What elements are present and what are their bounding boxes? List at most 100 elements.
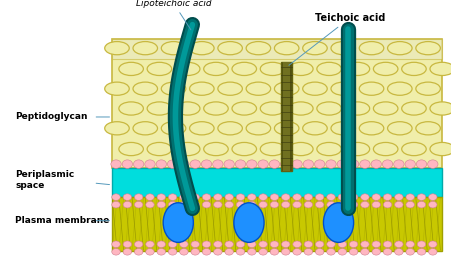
Ellipse shape — [260, 102, 284, 115]
Ellipse shape — [123, 249, 131, 255]
Ellipse shape — [213, 201, 222, 208]
Ellipse shape — [203, 142, 228, 156]
Ellipse shape — [258, 241, 267, 248]
Ellipse shape — [218, 82, 242, 95]
Ellipse shape — [291, 160, 301, 168]
Text: Lipoteichoic acid: Lipoteichoic acid — [136, 0, 211, 30]
Ellipse shape — [168, 241, 176, 248]
Ellipse shape — [156, 249, 165, 255]
Ellipse shape — [147, 62, 171, 76]
Ellipse shape — [191, 194, 199, 200]
Ellipse shape — [156, 241, 165, 248]
Ellipse shape — [133, 42, 157, 55]
Ellipse shape — [269, 249, 278, 255]
Ellipse shape — [394, 201, 402, 208]
Ellipse shape — [338, 249, 346, 255]
Ellipse shape — [387, 82, 411, 95]
Ellipse shape — [292, 201, 300, 208]
Ellipse shape — [257, 160, 268, 168]
Ellipse shape — [358, 42, 383, 55]
Ellipse shape — [105, 122, 129, 135]
Ellipse shape — [387, 122, 411, 135]
Ellipse shape — [161, 82, 185, 95]
Ellipse shape — [274, 42, 298, 55]
Ellipse shape — [315, 241, 323, 248]
Ellipse shape — [134, 249, 143, 255]
Ellipse shape — [269, 194, 278, 200]
Ellipse shape — [370, 160, 381, 168]
Text: Periplasmic
space: Periplasmic space — [15, 170, 74, 190]
Ellipse shape — [179, 201, 188, 208]
Ellipse shape — [168, 249, 176, 255]
Ellipse shape — [269, 201, 278, 208]
Ellipse shape — [156, 194, 165, 200]
Ellipse shape — [225, 201, 233, 208]
Ellipse shape — [315, 201, 323, 208]
Ellipse shape — [288, 62, 313, 76]
Ellipse shape — [269, 241, 278, 248]
Ellipse shape — [371, 249, 380, 255]
Ellipse shape — [236, 194, 244, 200]
Ellipse shape — [133, 122, 157, 135]
Ellipse shape — [236, 249, 244, 255]
Ellipse shape — [156, 160, 166, 168]
Ellipse shape — [373, 142, 397, 156]
Ellipse shape — [163, 203, 193, 242]
Ellipse shape — [382, 201, 391, 208]
Ellipse shape — [303, 249, 312, 255]
Ellipse shape — [213, 194, 222, 200]
Ellipse shape — [348, 160, 358, 168]
Ellipse shape — [147, 102, 171, 115]
Ellipse shape — [167, 160, 177, 168]
Ellipse shape — [112, 201, 120, 208]
Ellipse shape — [161, 122, 185, 135]
Ellipse shape — [258, 249, 267, 255]
Ellipse shape — [247, 249, 256, 255]
Ellipse shape — [191, 241, 199, 248]
Ellipse shape — [302, 160, 313, 168]
Ellipse shape — [303, 241, 312, 248]
Ellipse shape — [232, 142, 256, 156]
Ellipse shape — [338, 241, 346, 248]
Ellipse shape — [178, 160, 189, 168]
Ellipse shape — [303, 194, 312, 200]
Ellipse shape — [133, 160, 144, 168]
Ellipse shape — [315, 194, 323, 200]
Ellipse shape — [179, 249, 188, 255]
Ellipse shape — [429, 142, 454, 156]
Ellipse shape — [258, 194, 267, 200]
Ellipse shape — [212, 160, 223, 168]
Ellipse shape — [358, 122, 383, 135]
Ellipse shape — [416, 194, 425, 200]
Ellipse shape — [393, 160, 403, 168]
Ellipse shape — [429, 62, 454, 76]
Ellipse shape — [405, 249, 413, 255]
Ellipse shape — [415, 42, 439, 55]
Ellipse shape — [145, 249, 154, 255]
Ellipse shape — [175, 142, 200, 156]
Ellipse shape — [371, 194, 380, 200]
Ellipse shape — [288, 102, 313, 115]
Ellipse shape — [326, 194, 334, 200]
Ellipse shape — [292, 249, 300, 255]
Ellipse shape — [338, 194, 346, 200]
Text: Teichoic acid: Teichoic acid — [288, 13, 384, 65]
Ellipse shape — [281, 241, 289, 248]
Ellipse shape — [134, 194, 143, 200]
Polygon shape — [112, 39, 441, 59]
Ellipse shape — [280, 160, 290, 168]
Ellipse shape — [225, 194, 233, 200]
Ellipse shape — [202, 201, 210, 208]
Ellipse shape — [316, 62, 341, 76]
Ellipse shape — [281, 201, 289, 208]
Ellipse shape — [292, 194, 300, 200]
Ellipse shape — [382, 249, 391, 255]
Ellipse shape — [191, 201, 199, 208]
Ellipse shape — [416, 249, 425, 255]
Ellipse shape — [371, 201, 380, 208]
Ellipse shape — [213, 241, 222, 248]
Ellipse shape — [326, 241, 334, 248]
Ellipse shape — [401, 102, 425, 115]
Ellipse shape — [349, 241, 357, 248]
Ellipse shape — [247, 241, 256, 248]
